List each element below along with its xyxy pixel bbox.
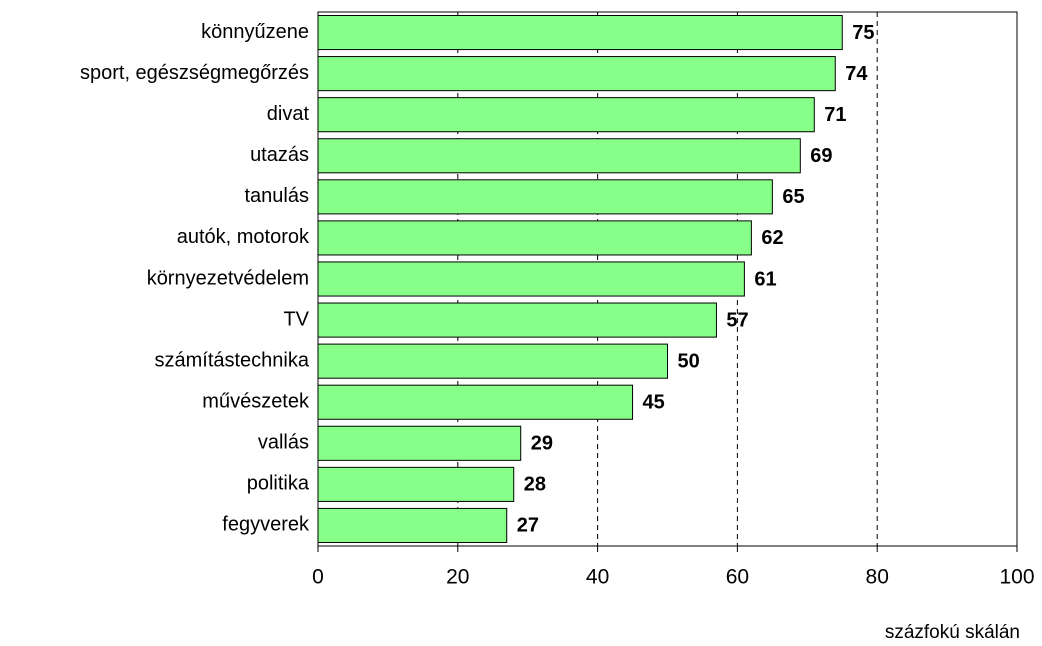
x-tick-label: 0: [312, 566, 324, 589]
y-tick-label: művészetek: [202, 391, 310, 413]
y-tick-label: politika: [247, 473, 310, 495]
bar: [317, 97, 815, 133]
y-tick-label: utazás: [250, 144, 309, 166]
bar: [317, 343, 668, 379]
y-tick-label: divat: [267, 103, 310, 125]
bar: [317, 138, 801, 174]
bar: [317, 179, 773, 215]
y-tick-label: környezetvédelem: [147, 267, 309, 289]
y-tick-label: autók, motorok: [177, 226, 310, 248]
x-tick-label: 40: [586, 566, 609, 589]
value-label: 50: [678, 350, 700, 372]
x-tick-label: 100: [999, 566, 1034, 589]
bar: [317, 384, 634, 420]
x-axis-label: százfokú skálán: [885, 622, 1020, 643]
x-tick-label: 60: [726, 566, 749, 589]
value-label: 61: [754, 268, 776, 290]
x-tick-label: 80: [866, 566, 889, 589]
plot-border: [317, 11, 1018, 547]
y-tick-label: könnyűzene: [201, 21, 309, 43]
value-label: 74: [845, 63, 868, 85]
y-tick-label: tanulás: [245, 185, 310, 207]
y-tick-label: fegyverek: [222, 514, 310, 536]
y-tick-label: számítástechnika: [154, 349, 309, 371]
value-label: 27: [517, 515, 539, 537]
bar: [317, 466, 515, 502]
value-label: 28: [524, 474, 546, 496]
bar: [317, 14, 843, 51]
bar: [317, 507, 508, 544]
x-tick-label: 20: [446, 566, 469, 589]
bar: [317, 302, 717, 338]
bar: [317, 261, 745, 297]
value-label: 29: [531, 433, 553, 455]
value-label: 57: [726, 309, 748, 331]
y-tick-label: vallás: [258, 432, 309, 454]
y-tick-label: TV: [283, 308, 309, 330]
value-label: 62: [761, 227, 783, 249]
value-label: 65: [782, 186, 804, 208]
bar: [317, 425, 522, 461]
value-label: 75: [852, 22, 874, 44]
bar: [317, 220, 752, 256]
value-label: 45: [643, 392, 665, 414]
value-label: 71: [824, 104, 846, 126]
bar: [317, 56, 836, 92]
value-label: 69: [810, 145, 832, 167]
y-tick-label: sport, egészségmegőrzés: [80, 62, 309, 84]
